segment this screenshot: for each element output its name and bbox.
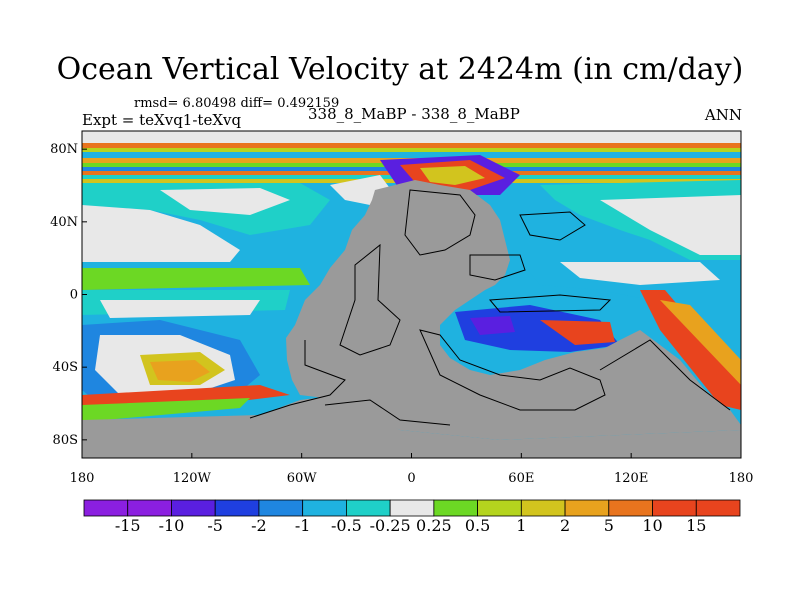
latitude-axis: 80N 40N 0 40S 80S	[50, 142, 87, 448]
colorbar-tick-label: 15	[686, 516, 707, 535]
colorbar-swatch	[477, 499, 522, 517]
field-patch	[600, 195, 741, 255]
lon-tick-label: 180	[729, 471, 754, 486]
colorbar-swatch	[389, 499, 435, 517]
colorbar-swatch	[127, 499, 172, 517]
colorbar-tick-label: -0.5	[330, 516, 362, 535]
land-mass	[82, 395, 741, 458]
lon-tick-label: 180	[70, 471, 95, 486]
experiment-label: Expt = teXvq1-teXvq	[82, 111, 242, 129]
lon-tick-label: 0	[407, 471, 415, 486]
colorbar-tick-label: -15	[114, 516, 141, 535]
field-patch	[82, 398, 250, 422]
lat-tick-label: 80N	[50, 142, 78, 157]
colorbar-tick-label: 1	[516, 516, 527, 535]
colorbar-tick-label: 10	[642, 516, 663, 535]
colorbar	[83, 499, 741, 517]
colorbar-tick-label: 5	[603, 516, 614, 535]
field-patch	[82, 205, 240, 262]
coastline	[488, 294, 612, 313]
field-patch	[660, 300, 741, 385]
colorbar-swatch	[608, 499, 653, 517]
lon-tick-label: 60W	[287, 471, 318, 486]
coastline	[599, 339, 731, 411]
coastline	[404, 189, 476, 256]
colorbar-tick-label: -0.25	[369, 516, 411, 535]
field-patch	[640, 290, 741, 410]
field-band	[82, 131, 741, 143]
season-label: ANN	[704, 106, 742, 124]
lat-tick-label: 40S	[53, 360, 78, 375]
field-patch	[100, 300, 260, 318]
lat-tick-label: 80S	[53, 433, 78, 448]
colorbar-swatch	[302, 499, 347, 517]
colorbar-tick-label: -2	[251, 516, 267, 535]
field-patch	[470, 316, 515, 335]
field-patch	[560, 262, 720, 285]
field-patch	[150, 360, 210, 382]
lon-tick-label: 120E	[614, 471, 648, 486]
lat-tick-label: 0	[70, 288, 78, 303]
colorbar-swatch	[433, 499, 479, 517]
colorbar-swatch	[652, 499, 697, 517]
coastline	[249, 340, 346, 419]
longitude-axis: 180 120W 60W 0 60E 120E 180	[70, 453, 754, 486]
colorbar-swatch	[695, 499, 741, 517]
colorbar-swatch	[258, 499, 304, 517]
colorbar-tick-label: -5	[207, 516, 223, 535]
field-patch	[160, 188, 290, 215]
colorbar-swatch	[83, 499, 129, 517]
field-band	[82, 143, 741, 148]
colorbar-tick-label: 2	[559, 516, 571, 535]
lon-tick-label: 120W	[173, 471, 212, 486]
colorbar-tick-label: -1	[294, 516, 311, 535]
coastline	[419, 329, 606, 411]
field-patch	[540, 320, 615, 345]
colorbar-swatch	[564, 499, 610, 517]
coastline	[469, 254, 526, 281]
field-band	[82, 148, 741, 152]
map-plot-area	[82, 131, 741, 458]
lat-tick-label: 40N	[50, 215, 78, 230]
stats-line: rmsd= 6.80498 diff= 0.492159	[134, 96, 340, 111]
field-band	[82, 152, 741, 158]
coastline	[339, 243, 401, 356]
colorbar-swatch	[345, 499, 391, 517]
lon-tick-label: 60E	[508, 471, 534, 486]
colorbar-swatch	[520, 499, 566, 517]
coastline	[519, 211, 586, 241]
colorbar-tick-label: 0.5	[464, 516, 491, 535]
colorbar-swatch	[171, 499, 216, 517]
case-label: 338_8_MaBP - 338_8_MaBP	[308, 105, 520, 123]
field-patch	[420, 166, 485, 185]
land-mass	[286, 180, 741, 440]
colorbar-tick-label: 0.25	[416, 516, 452, 535]
field-patch	[82, 268, 310, 290]
plot-title: Ocean Vertical Velocity at 2424m (in cm/…	[56, 52, 744, 87]
colorbar-swatch	[214, 499, 260, 517]
coastline	[324, 399, 451, 426]
colorbar-tick-label: -10	[158, 516, 185, 535]
